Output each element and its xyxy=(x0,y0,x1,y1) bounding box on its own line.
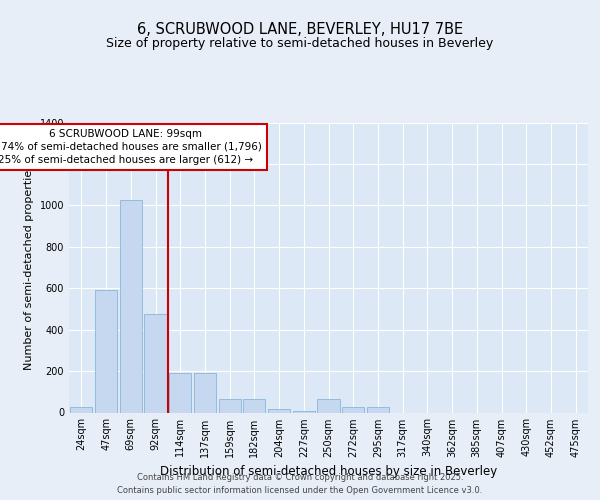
Bar xyxy=(169,373,191,412)
Bar xyxy=(317,399,340,412)
Bar xyxy=(268,410,290,412)
Bar xyxy=(119,200,142,412)
Text: 6, SCRUBWOOD LANE, BEVERLEY, HU17 7BE: 6, SCRUBWOOD LANE, BEVERLEY, HU17 7BE xyxy=(137,22,463,38)
Y-axis label: Number of semi-detached properties: Number of semi-detached properties xyxy=(24,164,34,370)
Bar xyxy=(367,408,389,412)
Bar xyxy=(218,399,241,412)
Text: Contains HM Land Registry data © Crown copyright and database right 2025.
Contai: Contains HM Land Registry data © Crown c… xyxy=(118,474,482,495)
Bar xyxy=(145,314,167,412)
Bar xyxy=(342,408,364,412)
Bar xyxy=(243,399,265,412)
Bar xyxy=(70,408,92,412)
Bar xyxy=(95,290,117,412)
X-axis label: Distribution of semi-detached houses by size in Beverley: Distribution of semi-detached houses by … xyxy=(160,465,497,478)
Bar xyxy=(194,373,216,412)
Text: 6 SCRUBWOOD LANE: 99sqm
← 74% of semi-detached houses are smaller (1,796)
25% of: 6 SCRUBWOOD LANE: 99sqm ← 74% of semi-de… xyxy=(0,128,262,165)
Text: Size of property relative to semi-detached houses in Beverley: Size of property relative to semi-detach… xyxy=(106,38,494,51)
